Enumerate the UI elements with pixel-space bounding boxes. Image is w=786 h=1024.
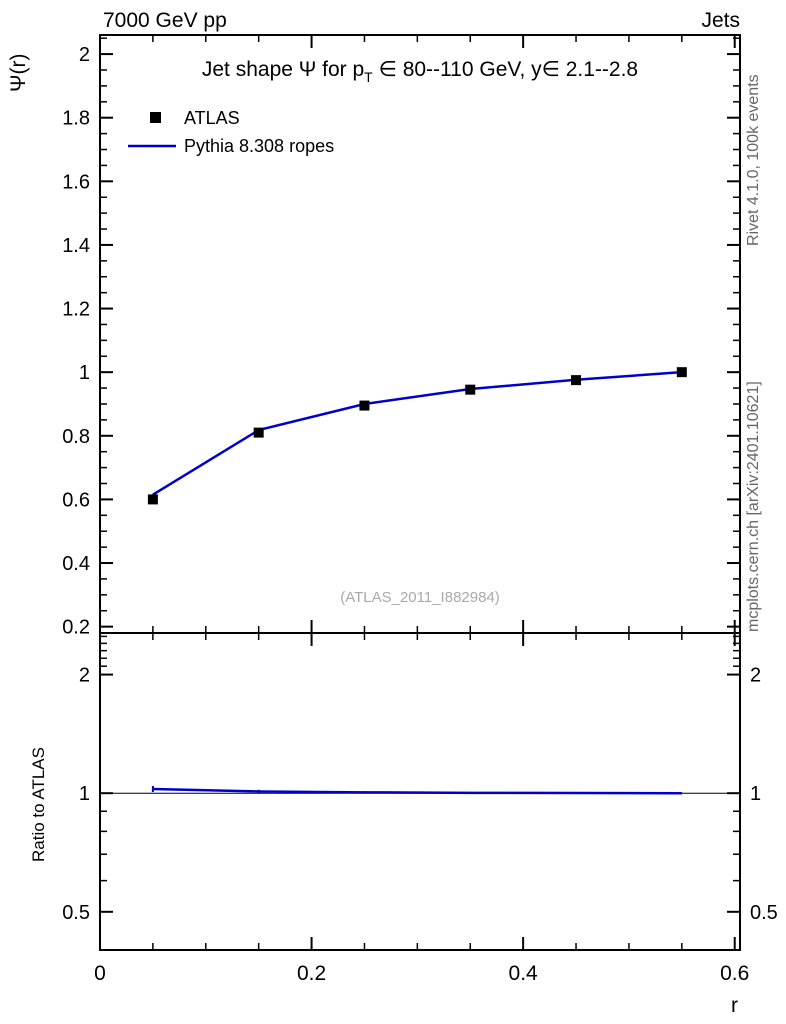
tick-label: 1	[750, 783, 761, 805]
tick-label: 0.4	[509, 962, 539, 985]
atlas-marker	[359, 400, 370, 411]
tick-label: 2	[79, 665, 90, 687]
axis-tick-labels: 0.2 0.4 0.6 0.8 1 1.2 1.4 1.6 1.8 2 0.5 0.5 1 1 2 2 0 0.2…	[62, 44, 778, 985]
atlas-marker	[147, 494, 158, 505]
plot-title-pre: Jet shape Ψ for p	[202, 58, 364, 81]
tick-label: 1	[79, 362, 90, 384]
tick-label: 0.2	[297, 962, 326, 985]
ratio-y-axis-title: Ratio to ATLAS	[29, 747, 48, 862]
header-beam-label: 7000 GeV pp	[103, 9, 227, 32]
atlas-marker	[676, 367, 687, 378]
watermark-analysis-id: (ATLAS_2011_I882984)	[340, 589, 500, 606]
tick-label: 0.6	[720, 962, 749, 985]
atlas-marker	[571, 375, 582, 386]
main-y-axis-title: Ψ(r)	[7, 53, 30, 92]
side-note-mcplots: mcplots.cern.ch [arXiv:2401.10621]	[745, 381, 762, 632]
ratio-panel-frame	[99, 632, 741, 951]
main-series	[147, 367, 687, 505]
tick-label: 2	[750, 665, 761, 687]
plot-title-post: ∈ 80--110 GeV, y∈ 2.1--2.8	[373, 58, 638, 81]
tick-label: 0	[94, 962, 106, 985]
legend: ATLAS Pythia 8.308 ropes	[128, 108, 334, 156]
ratio-line	[152, 787, 682, 795]
tick-label: 1.4	[62, 235, 90, 257]
tick-label: 0.5	[750, 902, 778, 924]
atlas-marker	[465, 384, 476, 395]
tick-label: 1.2	[62, 299, 90, 321]
header-analysis-label: Jets	[701, 9, 740, 32]
legend-marker-atlas	[150, 112, 161, 123]
tick-label: 1.6	[62, 171, 90, 193]
tick-label: 0.2	[62, 617, 90, 639]
x-axis-title: r	[731, 994, 738, 1017]
side-note-rivet-version: Rivet 4.1.0, 100k events	[745, 74, 762, 246]
plot-title: Jet shape Ψ for pT ∈ 80--110 GeV, y∈ 2.1…	[202, 58, 638, 85]
legend-label-pythia: Pythia 8.308 ropes	[184, 136, 334, 156]
tick-label: 0.8	[62, 426, 90, 448]
axis-ticks	[99, 35, 740, 951]
tick-label: 2	[79, 44, 90, 66]
tick-label: 1.8	[62, 108, 90, 130]
tick-label: 1	[79, 783, 90, 805]
tick-label: 0.4	[62, 553, 90, 575]
atlas-marker	[253, 427, 264, 438]
panel-frames	[99, 34, 741, 951]
plot-title-subscript: T	[364, 69, 373, 85]
tick-label: 0.5	[62, 902, 90, 924]
tick-label: 0.6	[62, 489, 90, 511]
ratio-series	[151, 785, 683, 795]
legend-label-atlas: ATLAS	[184, 108, 240, 128]
pythia-line	[152, 370, 682, 496]
